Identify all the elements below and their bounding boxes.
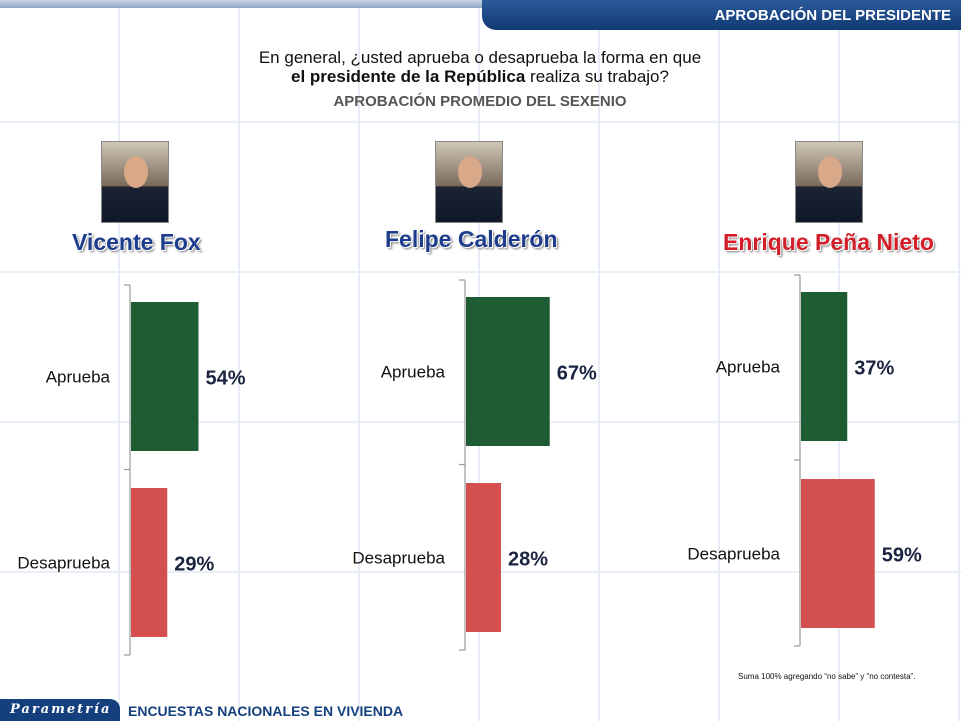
data-label: 59%: [882, 545, 922, 567]
data-label: 29%: [174, 554, 214, 576]
parametria-logo: Parametría: [0, 699, 120, 721]
data-label: 37%: [854, 358, 894, 380]
bar-aprueba: [131, 302, 199, 451]
photo-calderon: [435, 141, 503, 223]
bar-aprueba: [466, 297, 550, 446]
footnote: Suma 100% agregando “no sabe” y “no cont…: [738, 672, 916, 681]
data-label: 67%: [557, 363, 597, 385]
bar-aprueba: [801, 292, 848, 441]
category-label: Aprueba: [381, 363, 446, 382]
category-label: Desaprueba: [352, 549, 445, 568]
name-pena-nieto: Enrique Peña Nieto: [723, 229, 934, 255]
category-label: Desaprueba: [687, 545, 780, 564]
bar-desaprueba: [131, 488, 168, 637]
photo-pena-nieto: [795, 141, 863, 223]
header-title: APROBACIÓN DEL PRESIDENTE: [482, 0, 961, 30]
name-calderon: Felipe Calderón: [385, 226, 558, 252]
bar-desaprueba: [466, 483, 501, 632]
question: En general, ¿usted aprueba o desaprueba …: [150, 48, 810, 86]
photo-fox: [101, 141, 169, 223]
subtitle: APROBACIÓN PROMEDIO DEL SEXENIO: [333, 93, 627, 110]
category-label: Aprueba: [716, 358, 781, 377]
question-rest: realiza su trabajo?: [525, 67, 669, 86]
bar-desaprueba: [801, 479, 875, 628]
question-bold: el presidente de la República: [291, 67, 526, 86]
footer-text: ENCUESTAS NACIONALES EN VIVIENDA: [128, 703, 404, 719]
data-label: 28%: [508, 549, 548, 571]
name-fox: Vicente Fox: [72, 229, 201, 255]
top-bar: [0, 0, 961, 8]
data-label: 54%: [206, 368, 246, 390]
question-line1: En general, ¿usted aprueba o desaprueba …: [258, 48, 702, 67]
category-label: Desaprueba: [17, 554, 110, 573]
category-label: Aprueba: [46, 368, 111, 387]
